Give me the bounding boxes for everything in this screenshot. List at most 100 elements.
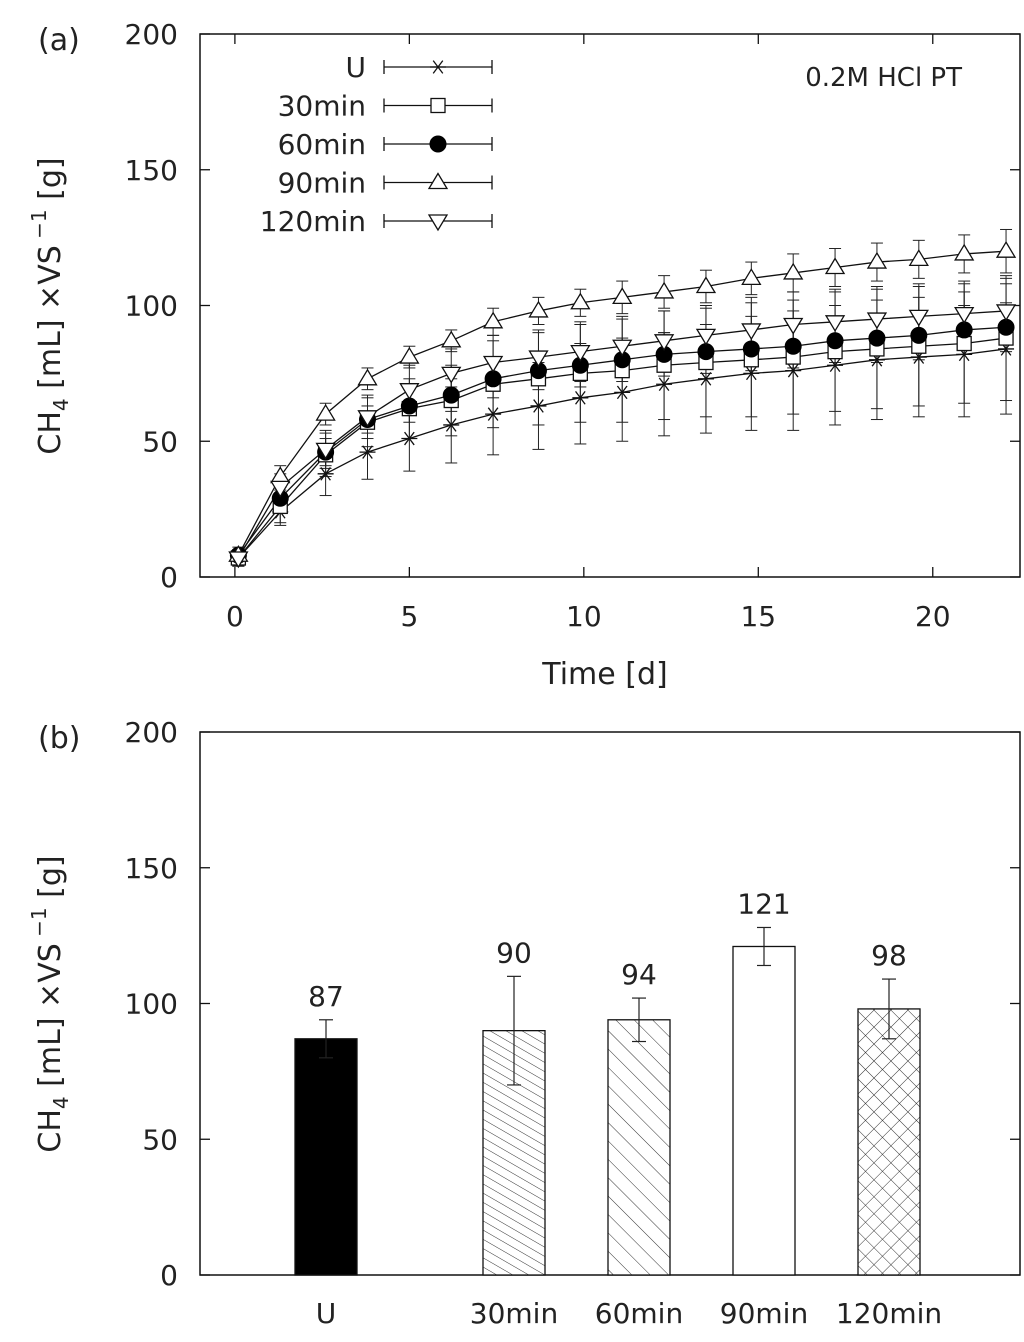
data-label: 94 bbox=[621, 958, 657, 991]
panel-a-series bbox=[228, 228, 1017, 569]
bar-120min bbox=[857, 1008, 921, 1276]
panel-a-x-tick-labels: 0 5 10 15 20 bbox=[226, 600, 951, 633]
data-point bbox=[528, 350, 549, 368]
data-point bbox=[443, 418, 460, 432]
data-point bbox=[995, 240, 1017, 258]
panel-a-annotation: 0.2M HCl PT bbox=[805, 63, 962, 93]
data-point bbox=[399, 383, 420, 400]
legend-entry-60min: 60min bbox=[278, 128, 493, 161]
bar-group-120min: 98 120min bbox=[836, 939, 942, 1330]
data-point bbox=[956, 335, 972, 352]
panel-a: (a) 0 50 100 150 200 0 5 10 15 20 Time [d] CH4 [… bbox=[27, 18, 1021, 692]
data-point bbox=[824, 257, 846, 275]
data-point bbox=[359, 445, 376, 459]
data-point bbox=[785, 363, 802, 378]
data-point bbox=[528, 300, 549, 318]
data-point bbox=[399, 346, 420, 364]
legend-label: 120min bbox=[260, 205, 366, 238]
panel-b: (b) 0 50 100 150 200 CH4 [mL] ×VS −1 [g] 87 U… bbox=[27, 716, 1021, 1330]
bar-group-90min: 121 90min bbox=[720, 887, 808, 1330]
data-point bbox=[653, 334, 675, 352]
data-point bbox=[955, 321, 973, 339]
bar-group-30min: 90 30min bbox=[470, 936, 558, 1330]
panel-b-label: (b) bbox=[38, 721, 80, 756]
data-point bbox=[697, 343, 715, 361]
data-point bbox=[908, 309, 929, 327]
panel-a-label: (a) bbox=[38, 23, 80, 58]
bar-90min bbox=[732, 945, 796, 1276]
data-point bbox=[484, 370, 502, 388]
x-tick-label: 0 bbox=[226, 600, 244, 633]
data-point bbox=[442, 386, 460, 404]
data-point bbox=[656, 377, 673, 392]
data-point bbox=[784, 337, 802, 355]
data-point bbox=[995, 304, 1017, 322]
data-point bbox=[826, 332, 844, 350]
data-point bbox=[868, 329, 886, 347]
x-tick-label: 20 bbox=[915, 600, 951, 633]
data-point bbox=[695, 328, 717, 346]
data-point bbox=[572, 391, 589, 405]
panel-a-x-axis-label: Time [d] bbox=[541, 657, 667, 692]
data-label: 121 bbox=[737, 887, 790, 920]
panel-a-y-tick-labels: 0 50 100 150 200 bbox=[125, 18, 178, 594]
y-tick-label: 50 bbox=[142, 1123, 178, 1156]
panel-b-y-axis-label: CH4 [mL] ×VS −1 [g] bbox=[27, 855, 73, 1152]
x-tick-label: 5 bbox=[400, 600, 418, 633]
data-point bbox=[441, 366, 462, 384]
data-point bbox=[997, 318, 1015, 336]
panel-a-legend: U 30min 60min 90min 120min bbox=[260, 51, 493, 238]
data-label: 87 bbox=[308, 980, 344, 1013]
legend-label: 30min bbox=[278, 90, 366, 123]
data-point bbox=[317, 467, 334, 481]
y-tick-label: 0 bbox=[160, 1259, 178, 1292]
y-tick-label: 0 bbox=[160, 561, 178, 594]
data-point bbox=[827, 358, 844, 373]
legend-label: U bbox=[346, 51, 367, 84]
data-point bbox=[866, 312, 888, 330]
data-point bbox=[741, 268, 762, 286]
series-60min-points bbox=[229, 318, 1015, 564]
x-tick-label: 15 bbox=[740, 600, 776, 633]
legend-marker bbox=[429, 135, 447, 153]
data-point bbox=[315, 442, 336, 460]
panel-b-axis-ticks bbox=[200, 731, 1020, 1276]
data-point bbox=[743, 366, 760, 381]
data-point bbox=[866, 251, 888, 269]
data-point bbox=[824, 315, 846, 333]
panel-b-bars: 87 U 90 30min 94 60min 121 90min 98 120min bbox=[294, 887, 942, 1330]
bar-group-U: 87 U bbox=[294, 980, 358, 1330]
legend-marker bbox=[430, 97, 446, 114]
data-point bbox=[485, 407, 502, 421]
legend-entry-30min: 30min bbox=[278, 90, 493, 123]
data-point bbox=[401, 431, 418, 446]
panel-a-y-axis-label: CH4 [mL] ×VS −1 [g] bbox=[27, 157, 73, 454]
series-120min-points bbox=[228, 304, 1017, 569]
data-point bbox=[357, 410, 378, 428]
y-tick-label: 100 bbox=[125, 988, 178, 1021]
bar-group-60min: 94 60min bbox=[595, 958, 683, 1330]
data-point bbox=[612, 287, 633, 305]
data-point bbox=[482, 355, 504, 373]
legend-entry-U: U bbox=[346, 51, 493, 84]
bar-U bbox=[294, 1038, 358, 1276]
data-point bbox=[697, 372, 714, 386]
data-point bbox=[228, 551, 249, 569]
data-point bbox=[783, 317, 804, 335]
y-tick-label: 150 bbox=[125, 154, 178, 187]
legend-entry-120min: 120min bbox=[260, 205, 493, 238]
y-tick-label: 200 bbox=[125, 716, 178, 749]
data-point bbox=[570, 345, 591, 362]
y-tick-label: 100 bbox=[125, 290, 178, 323]
x-tick-label: 10 bbox=[566, 600, 602, 633]
data-point bbox=[530, 399, 547, 413]
legend-entry-90min: 90min bbox=[278, 167, 493, 200]
data-point bbox=[570, 292, 591, 310]
legend-marker bbox=[427, 172, 449, 190]
panel-b-y-tick-labels: 0 50 100 150 200 bbox=[125, 716, 178, 1292]
data-point bbox=[954, 243, 975, 261]
data-point bbox=[315, 403, 336, 421]
data-point bbox=[695, 276, 717, 294]
legend-marker bbox=[430, 60, 446, 74]
